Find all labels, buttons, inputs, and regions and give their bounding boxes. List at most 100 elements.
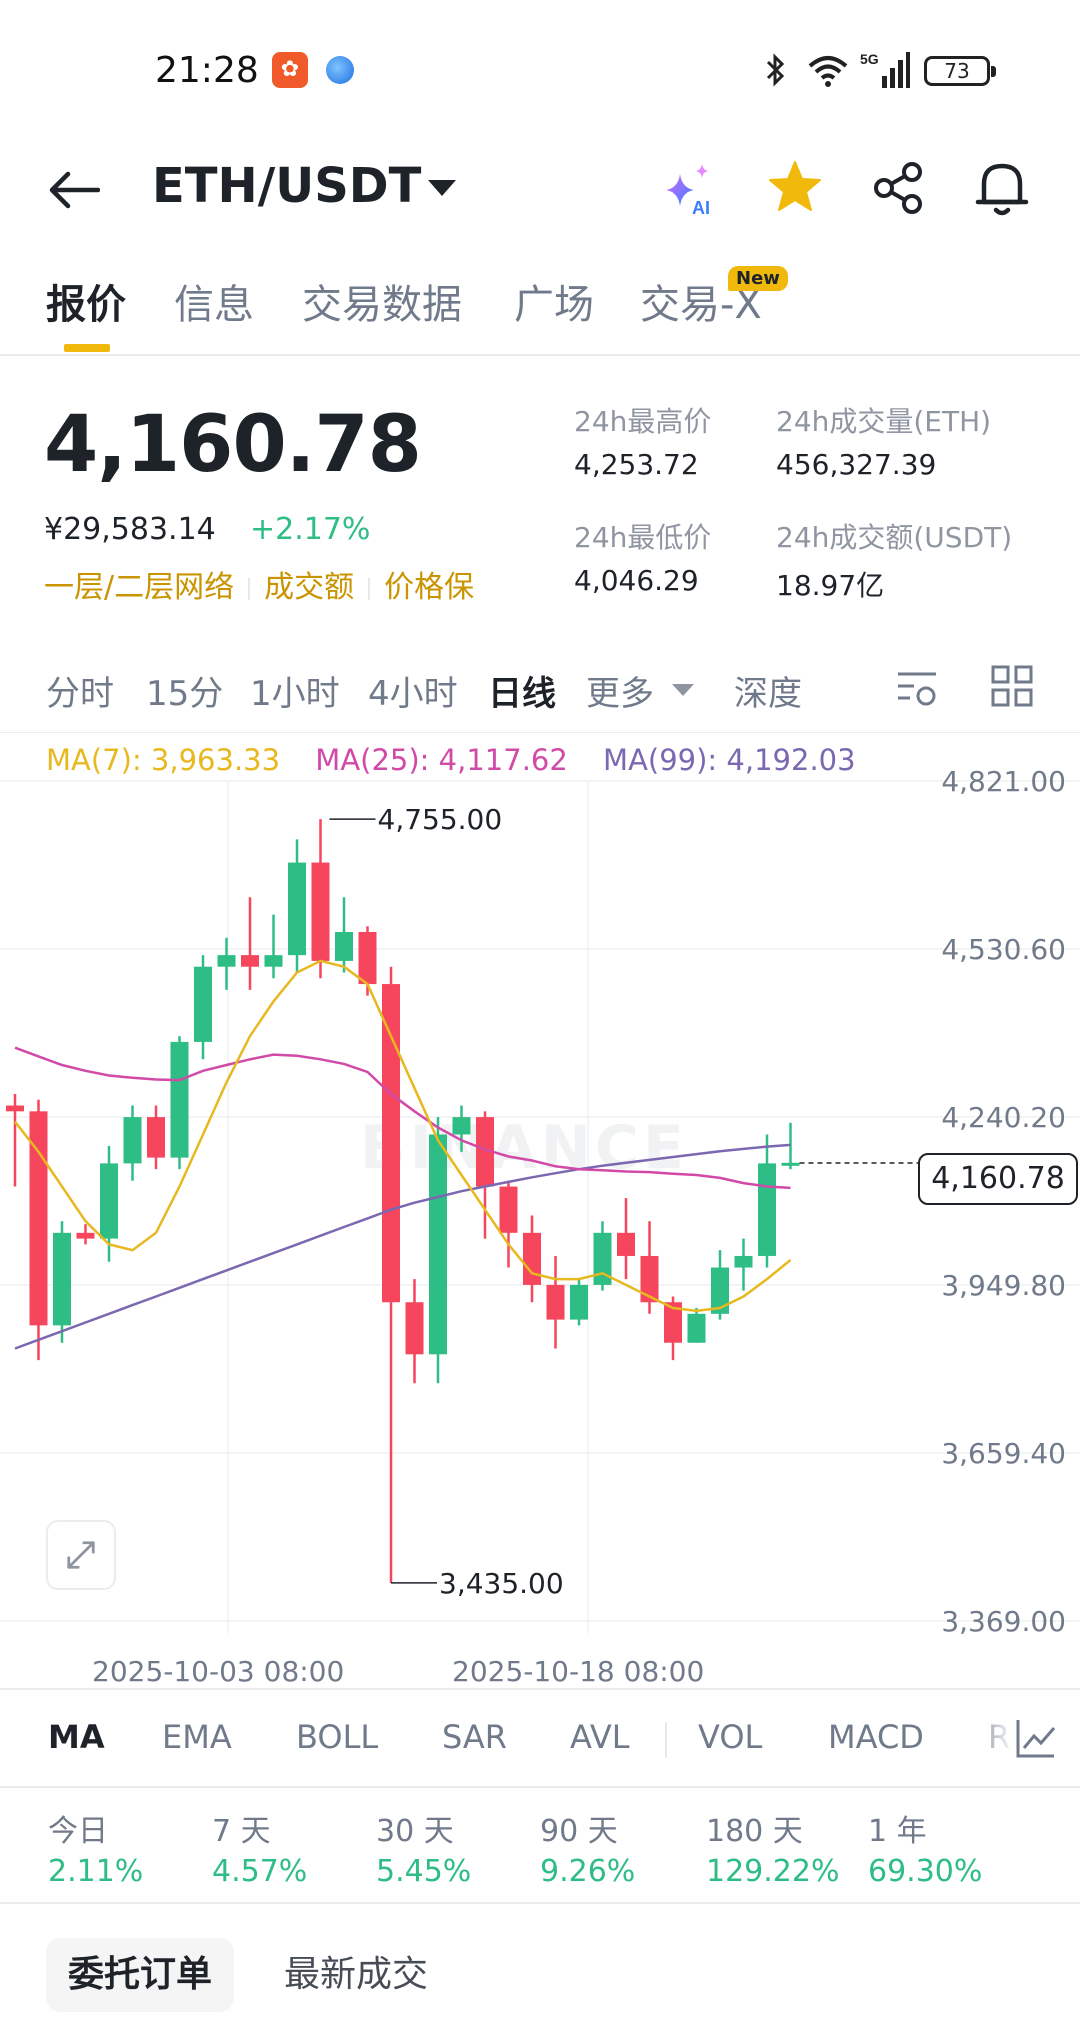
candle-body — [758, 1163, 776, 1256]
volume-eth-label: 24h成交量(ETH) — [776, 405, 992, 438]
chevron-down-icon[interactable] — [672, 684, 694, 696]
candle-body — [570, 1284, 588, 1320]
expand-icon[interactable] — [46, 1520, 116, 1590]
perf-value: 2.11% — [48, 1854, 144, 1889]
candle-body — [264, 955, 283, 967]
tab-info[interactable]: 信息 — [174, 282, 254, 328]
network-type-label: 5G — [860, 51, 879, 67]
perf-value: 4.57% — [212, 1854, 308, 1889]
perf-value: 5.45% — [376, 1854, 472, 1889]
perf-value: 69.30% — [868, 1854, 983, 1889]
scroll-fade — [970, 1690, 1080, 1786]
candle-body — [405, 1302, 424, 1355]
bluetooth-icon — [766, 53, 785, 87]
high-marker-label: 4,755.00 — [378, 803, 503, 836]
indicator-sar[interactable]: SAR — [442, 1718, 508, 1756]
ma25-line — [14, 1046, 791, 1190]
tab-latest-trades[interactable]: 最新成交 — [284, 1954, 429, 1995]
volume-eth-value: 456,327.39 — [776, 448, 937, 481]
candle-body — [147, 1117, 165, 1158]
interval-depth[interactable]: 深度 — [734, 674, 802, 714]
volume-usdt-value: 18.97亿 — [776, 569, 885, 602]
ai-label: AI — [692, 198, 710, 218]
ai-sparkle-icon[interactable]: AI — [660, 160, 720, 220]
candle-body — [382, 984, 400, 1303]
share-icon[interactable] — [870, 160, 926, 216]
chart-settings-icon[interactable] — [894, 664, 940, 710]
ma99-label: MA(99): 4,192.03 — [603, 743, 856, 777]
indicator-vol[interactable]: VOL — [698, 1718, 763, 1756]
interval-more[interactable]: 更多 — [586, 674, 654, 714]
candle-body — [311, 862, 330, 961]
perf-1y: 1 年 69.30% — [868, 1806, 982, 1889]
high-24h-label: 24h最高价 — [574, 405, 712, 438]
grid-layout-icon[interactable] — [990, 664, 1034, 708]
candle-body — [217, 955, 236, 967]
low-24h-value: 4,046.29 — [574, 564, 699, 597]
current-price-tag: 4,160.78 — [918, 1153, 1078, 1205]
candle-body — [288, 862, 306, 956]
candle-body — [546, 1284, 565, 1320]
back-arrow-icon[interactable] — [48, 168, 100, 212]
low-marker-label: 3,435.00 — [439, 1567, 564, 1600]
candle-body — [194, 966, 212, 1042]
interval-bar: 分时 15分 1小时 4小时 日线 更多 深度 — [0, 662, 1080, 724]
indicator-boll[interactable]: BOLL — [296, 1718, 379, 1756]
tag-volume[interactable]: 成交额 — [264, 570, 355, 605]
high-24h-value: 4,253.72 — [574, 448, 699, 481]
interval-4h[interactable]: 4小时 — [368, 674, 458, 714]
candle-body — [499, 1186, 518, 1233]
status-bar: 21:28 ✿ 5G 73 — [0, 0, 1080, 140]
candle-body — [523, 1232, 541, 1285]
interval-time[interactable]: 分时 — [46, 674, 114, 714]
interval-1h[interactable]: 1小时 — [250, 674, 340, 714]
indicator-divider — [665, 1722, 667, 1758]
indicator-ema[interactable]: EMA — [162, 1718, 232, 1756]
tag-price-protect[interactable]: 价格保 — [384, 570, 475, 605]
app-notification-icon: ✿ — [272, 52, 308, 88]
indicator-settings-icon[interactable] — [1014, 1716, 1058, 1760]
price-change-percent: +2.17% — [250, 512, 371, 547]
section-divider — [0, 1902, 1080, 1904]
indicator-bar: MA EMA BOLL SAR AVL VOL MACD R — [0, 1688, 1080, 1788]
candle-body — [476, 1117, 494, 1187]
indicator-avl[interactable]: AVL — [570, 1718, 630, 1756]
chevron-down-icon[interactable] — [428, 180, 456, 196]
candle-body — [452, 1117, 471, 1135]
indicator-ma[interactable]: MA — [48, 1718, 105, 1756]
perf-30d: 30 天 5.45% — [376, 1806, 471, 1889]
pair-title[interactable]: ETH/USDT — [152, 158, 422, 214]
candlestick-chart[interactable]: 4,755.00 3,435.00 — [0, 733, 1080, 1688]
y-tick-label: 3,659.40 — [941, 1437, 1066, 1470]
interval-1d[interactable]: 日线 — [488, 674, 556, 714]
candle-body — [170, 1041, 189, 1158]
perf-90d: 90 天 9.26% — [540, 1806, 635, 1889]
price-chart[interactable]: BINANCE 4,755.00 3,435.00 MA(7): 3,963.33… — [0, 732, 1080, 1688]
favorite-star-icon[interactable] — [766, 158, 824, 216]
perf-180d: 180 天 129.22% — [706, 1806, 839, 1889]
tab-square[interactable]: 广场 — [514, 282, 594, 328]
bell-icon[interactable] — [974, 158, 1030, 218]
signal-icon: 5G — [860, 51, 910, 88]
perf-label: 今日 — [48, 1814, 108, 1849]
y-tick-label: 4,821.00 — [941, 765, 1066, 798]
interval-15m[interactable]: 15分 — [146, 674, 224, 714]
tab-quote[interactable]: 报价 — [46, 282, 126, 328]
perf-7d: 7 天 4.57% — [212, 1806, 307, 1889]
candle-body — [664, 1302, 682, 1343]
tab-trading-data[interactable]: 交易数据 — [302, 282, 462, 328]
tag-layer-network[interactable]: 一层/二层网络 — [44, 570, 235, 605]
x-tick-label: 2025-10-18 08:00 — [452, 1655, 705, 1688]
new-badge: New — [728, 266, 788, 291]
indicator-macd[interactable]: MACD — [828, 1718, 924, 1756]
y-tick-label: 3,369.00 — [941, 1605, 1066, 1638]
tab-open-orders[interactable]: 委托订单 — [46, 1938, 235, 2012]
candle-body — [335, 931, 353, 961]
candle-body — [358, 931, 377, 985]
candle-body — [53, 1232, 71, 1326]
candle-body — [640, 1255, 659, 1303]
candle-body — [734, 1255, 753, 1268]
main-tabs: 报价 信息 交易数据 广场 交易-X New — [0, 262, 1080, 356]
token-tags: 一层/二层网络 成交额 价格保 — [44, 562, 474, 606]
price-cny: ¥29,583.14 — [44, 512, 216, 547]
